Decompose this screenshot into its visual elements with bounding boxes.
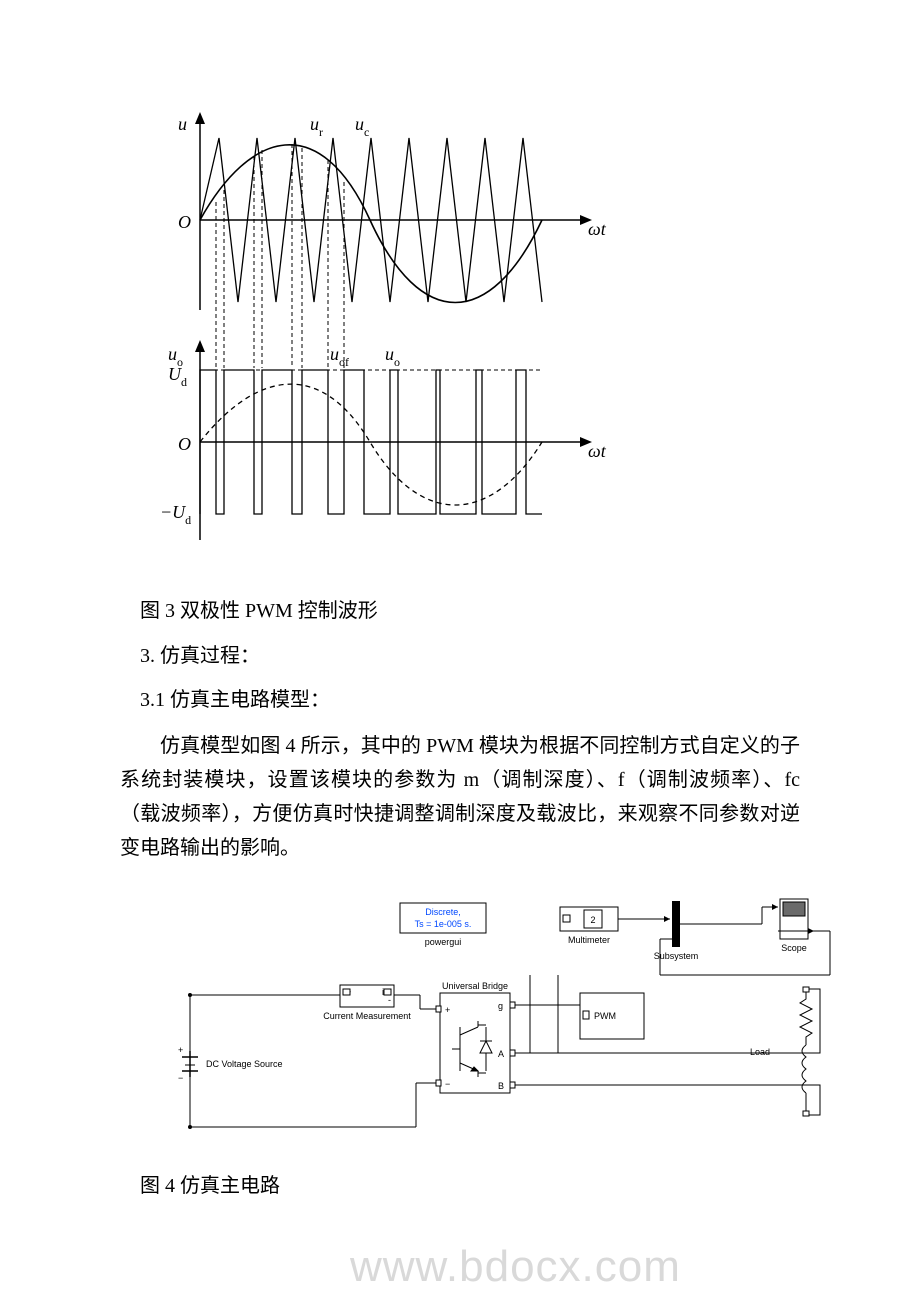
svg-text:Multimeter: Multimeter [568,935,610,945]
svg-text:Load: Load [750,1047,770,1057]
svg-text:Discrete,: Discrete, [425,907,461,917]
svg-text:O: O [178,434,191,454]
label-u: u [178,114,187,134]
svg-text:Universal Bridge: Universal Bridge [442,981,508,991]
svg-text:uo: uo [385,344,400,369]
svg-text:Ts = 1e-005 s.: Ts = 1e-005 s. [415,919,472,929]
label-wt1: ωt [588,219,607,239]
svg-text:uc: uc [355,114,369,139]
svg-text:powergui: powergui [425,937,462,947]
svg-text:Scope: Scope [781,943,807,953]
svg-text:DC Voltage Source: DC Voltage Source [206,1059,283,1069]
svg-text:+: + [178,1045,183,1055]
section-3-title: 3. 仿真过程： [140,639,800,673]
svg-text:+: + [445,1005,450,1015]
figure-3-caption: 图 3 双极性 PWM 控制波形 [140,595,800,627]
section-3-1-title: 3.1 仿真主电路模型： [140,683,800,717]
svg-text:-: - [388,995,391,1005]
svg-text:2: 2 [590,915,595,925]
svg-text:uof: uof [330,344,349,369]
svg-text:A: A [498,1049,504,1059]
svg-text:−: − [445,1079,450,1089]
svg-text:PWM: PWM [594,1011,616,1021]
pwm-waveform-svg: u ur uc O ωt [160,100,620,580]
svg-text:−: − [178,1073,183,1083]
svg-text:−Ud: −Ud [160,502,191,527]
svg-text:ur: ur [310,114,323,139]
svg-text:ωt: ωt [588,441,607,461]
svg-text:g: g [498,1001,503,1011]
watermark-text: www.bdocx.com [350,1242,681,1292]
svg-text:Ud: Ud [168,364,187,389]
svg-text:Current Measurement: Current Measurement [323,1011,411,1021]
paragraph-sim-model: 仿真模型如图 4 所示，其中的 PWM 模块为根据不同控制方式自定义的子系统封装… [120,729,800,865]
figure-3-pwm-waveforms: u ur uc O ωt [160,100,800,585]
figure-4-simulink-circuit: Discrete, Ts = 1e-005 s. powergui 2 Mult… [160,895,800,1160]
simulink-svg: Discrete, Ts = 1e-005 s. powergui 2 Mult… [160,895,840,1155]
label-O1: O [178,212,191,232]
svg-text:B: B [498,1081,504,1091]
figure-4-caption: 图 4 仿真主电路 [140,1170,800,1202]
